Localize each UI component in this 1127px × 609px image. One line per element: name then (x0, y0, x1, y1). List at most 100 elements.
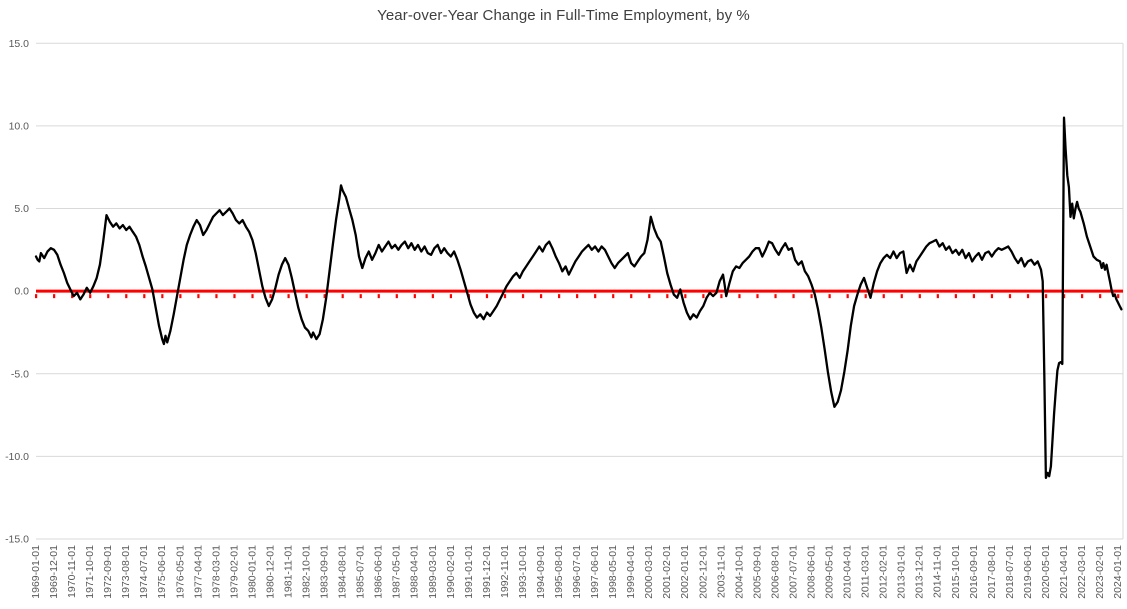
zero-axis-tick (503, 294, 507, 299)
zero-axis-tick (918, 294, 921, 299)
zero-axis-tick (143, 294, 146, 299)
x-tick-label: 1974-07-01 (138, 545, 150, 599)
x-tick-label: 1975-06-01 (156, 545, 168, 599)
zero-axis-tick (936, 294, 939, 299)
zero-axis-tick (1117, 294, 1120, 299)
x-tick-label: 1993-10-01 (517, 545, 529, 599)
x-tick-label: 1969-12-01 (48, 545, 60, 599)
zero-axis-tick (1026, 294, 1030, 299)
x-tick-label: 1985-07-01 (355, 545, 367, 599)
zero-axis-tick (1044, 294, 1048, 299)
zero-axis-tick (71, 294, 74, 299)
x-tick-label: 2013-01-01 (896, 545, 908, 599)
x-tick-label: 2019-06-01 (1022, 545, 1034, 599)
x-tick-label: 1978-03-01 (210, 545, 222, 599)
zero-axis-tick (269, 294, 272, 299)
zero-axis-tick (558, 294, 561, 299)
zero-axis-tick (431, 294, 434, 299)
x-tick-label: 1969-01-01 (30, 545, 42, 599)
x-axis-labels: 1969-01-01 1969-12-01 1970-11-01 1971-10-01… (30, 545, 1124, 599)
x-tick-label: 1980-12-01 (264, 545, 276, 599)
zero-axis-tick (395, 294, 398, 299)
zero-axis-tick (792, 294, 795, 299)
x-tick-label: 1973-08-01 (120, 545, 132, 599)
y-tick-label: -10.0 (5, 451, 29, 463)
x-tick-label: 1990-02-01 (445, 545, 457, 599)
x-tick-label: 1986-06-01 (373, 545, 385, 599)
zero-axis-tick (846, 294, 849, 299)
y-tick-label: 10.0 (9, 120, 30, 132)
x-tick-label: 1976-05-01 (174, 545, 186, 599)
x-tick-label: 1977-04-01 (192, 545, 204, 599)
x-tick-label: 2024-01-01 (1112, 545, 1124, 599)
y-tick-label: 0.0 (14, 286, 29, 298)
zero-axis-tick (359, 294, 362, 299)
zero-axis-tick (251, 294, 254, 299)
x-tick-label: 2018-07-01 (1004, 545, 1016, 599)
x-tick-label: 1989-03-01 (427, 545, 439, 599)
x-tick-label: 2002-01-01 (679, 545, 691, 599)
x-tick-label: 2021-04-01 (1058, 545, 1070, 599)
zero-axis-tick (89, 294, 92, 299)
x-tick-label: 2010-04-01 (842, 545, 854, 599)
zero-axis-tick (702, 294, 705, 299)
zero-axis-tick (1081, 294, 1084, 299)
x-tick-label: 1992-11-01 (499, 545, 511, 598)
x-tick-label: 1998-05-01 (607, 545, 619, 599)
x-tick-label: 2007-07-01 (787, 545, 799, 599)
zero-axis-tick (35, 294, 38, 299)
zero-axis-tick (341, 294, 344, 299)
x-tick-label: 2012-02-01 (878, 545, 890, 599)
x-tick-label: 2014-11-01 (932, 545, 944, 598)
zero-axis-tick (197, 294, 200, 299)
zero-axis-tick (720, 294, 723, 299)
zero-axis-tick (233, 294, 236, 299)
zero-axis-tick (125, 294, 128, 299)
x-tick-label: 2009-05-01 (824, 545, 836, 599)
zero-axis-tick (594, 294, 597, 299)
x-tick-label: 1970-11-01 (66, 545, 78, 598)
zero-axis-tick (576, 294, 579, 299)
zero-baseline-group (35, 289, 1123, 299)
zero-axis-tick (449, 294, 452, 299)
x-tick-label: 1979-02-01 (228, 545, 240, 599)
zero-axis-tick (954, 294, 957, 299)
x-tick-label: 1991-01-01 (463, 545, 475, 599)
zero-axis-tick (107, 294, 110, 299)
x-tick-label: 1981-11-01 (282, 545, 294, 598)
y-tick-label: -5.0 (11, 368, 29, 380)
x-tick-label: 2004-10-01 (733, 545, 745, 599)
zero-axis-tick (990, 294, 994, 299)
x-tick-label: 2003-11-01 (715, 545, 727, 598)
x-tick-label: 1984-08-01 (337, 545, 349, 599)
x-tick-label: 1983-09-01 (319, 545, 331, 599)
zero-axis-tick (810, 294, 813, 299)
x-tick-label: 1994-09-01 (535, 545, 547, 599)
zero-axis-tick (323, 294, 326, 299)
x-tick-label: 2015-10-01 (950, 545, 962, 599)
zero-axis-tick (630, 294, 633, 299)
zero-axis-tick (413, 294, 416, 299)
zero-axis-tick (972, 294, 976, 299)
x-tick-label: 2020-05-01 (1040, 545, 1052, 599)
zero-axis-tick (1099, 294, 1102, 299)
zero-axis-tick (666, 294, 669, 299)
zero-axis-tick (179, 294, 182, 299)
x-tick-label: 2022-03-01 (1076, 545, 1088, 599)
chart-title: Year-over-Year Change in Full-Time Emplo… (377, 7, 750, 24)
zero-axis-tick (485, 294, 489, 299)
x-tick-label: 1995-08-01 (553, 545, 565, 599)
x-tick-label: 1987-05-01 (391, 545, 403, 599)
zero-axis-tick (864, 294, 867, 299)
zero-axis-tick (521, 294, 525, 299)
x-tick-label: 2008-06-01 (805, 545, 817, 599)
zero-axis-tick (305, 294, 308, 299)
x-tick-label: 2011-03-01 (860, 545, 872, 598)
zero-axis-tick (215, 294, 218, 299)
zero-axis-tick (377, 294, 380, 299)
x-tick-label: 1972-09-01 (102, 545, 114, 599)
x-tick-label: 2005-09-01 (751, 545, 763, 599)
y-tick-label: 15.0 (9, 38, 30, 50)
